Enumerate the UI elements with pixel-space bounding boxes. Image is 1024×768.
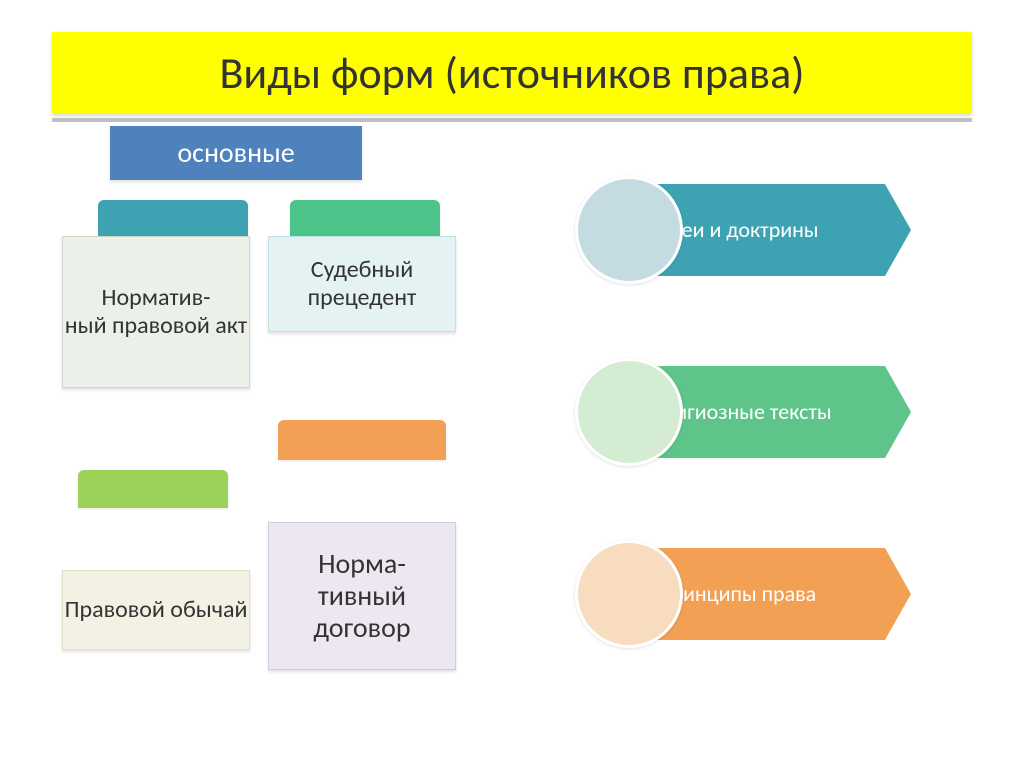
title-underline <box>52 118 972 122</box>
slide-title: Виды форм (источников права) <box>52 32 972 114</box>
normative-contract-box: Норма- тивный договор <box>268 522 456 670</box>
arrow-circle <box>575 540 683 648</box>
legal-custom-box: Правовой обычай <box>62 570 250 650</box>
arrow-circle <box>575 358 683 466</box>
normative-contract-text: Норма- тивный договор <box>269 548 455 645</box>
arrow-item-principles-of-law: Принципы права <box>575 540 923 648</box>
main-header-text: основные <box>177 137 294 169</box>
title-text: Виды форм (источников права) <box>219 46 804 100</box>
legal-custom-text: Правовой обычай <box>65 596 248 624</box>
normative-act-text: Норматив- ный правовой акт <box>65 284 247 339</box>
arrow-item-ideas-doctrines: Идеи и доктрины <box>575 176 923 284</box>
arrow-circle <box>575 176 683 284</box>
arrow-item-religious-texts: Религиозные тексты <box>575 358 923 466</box>
legal-custom-tab <box>78 470 228 508</box>
main-header: основные <box>110 126 362 180</box>
normative-contract-tab <box>278 420 446 460</box>
judicial-precedent-text: Судебный прецедент <box>269 256 455 311</box>
judicial-precedent-box: Судебный прецедент <box>268 236 456 332</box>
normative-act-box: Норматив- ный правовой акт <box>62 236 250 388</box>
